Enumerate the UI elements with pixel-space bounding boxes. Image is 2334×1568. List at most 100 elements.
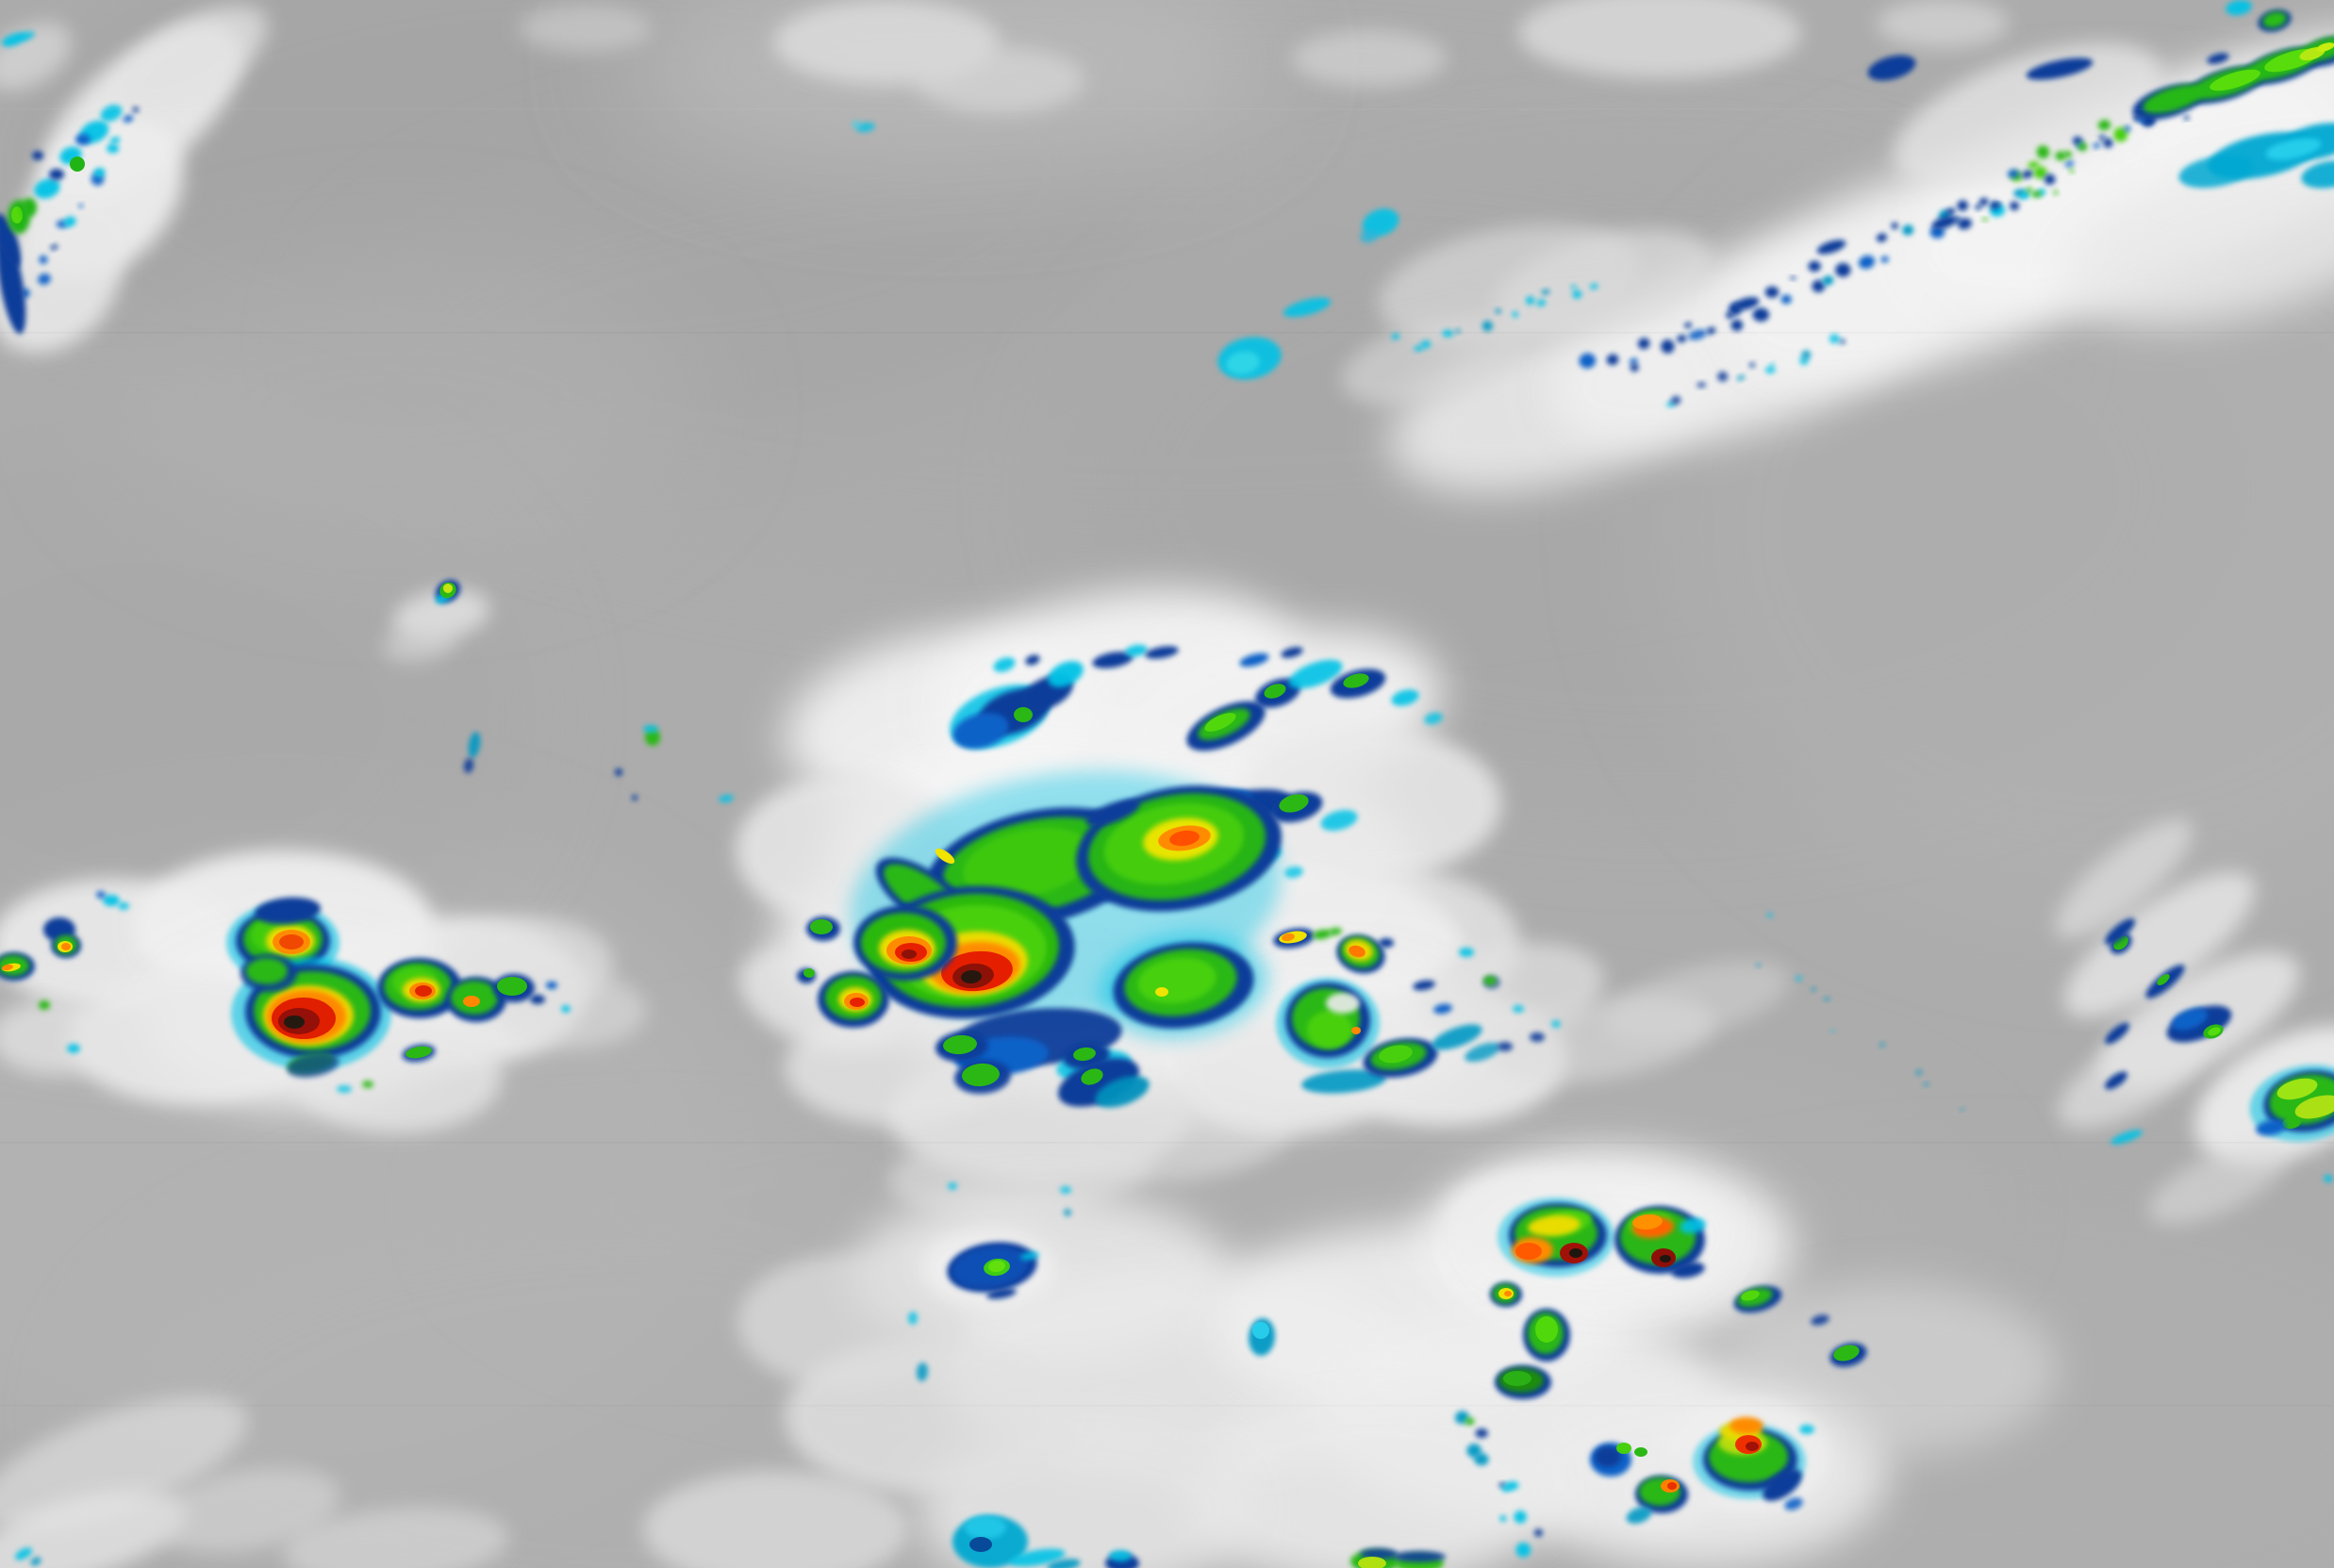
convective-cell: [2157, 974, 2170, 985]
convective-cell: [1413, 980, 1435, 991]
convective-cell: [2226, 0, 2252, 16]
convective-cell: [1733, 297, 1760, 310]
convective-cell: [916, 1362, 929, 1381]
speckle: [1512, 311, 1519, 318]
speckle: [1923, 1081, 1929, 1087]
speckle: [1677, 335, 1687, 343]
speckle: [1830, 1029, 1835, 1033]
convective-cell: [284, 1015, 305, 1029]
convective-cell: [61, 943, 71, 950]
speckle: [1482, 321, 1493, 332]
convective-cell: [100, 105, 123, 122]
convective-cell: [546, 982, 557, 989]
convective-cell: [1632, 1213, 1663, 1230]
speckle: [2055, 151, 2066, 161]
speckle: [2010, 201, 2020, 211]
convective-cell: [362, 1081, 373, 1088]
convective-cell: [852, 121, 861, 128]
cloud-puff: [382, 623, 457, 663]
cloud-puff: [2148, 1142, 2288, 1225]
convective-cell: [2265, 138, 2322, 160]
speckle: [2124, 125, 2131, 132]
convective-cell: [443, 584, 453, 593]
convective-cell: [1145, 646, 1179, 659]
convective-cell: [1329, 927, 1342, 936]
speckle: [1801, 350, 1812, 360]
cloud-puff: [0, 1490, 188, 1568]
convective-cell: [255, 897, 321, 925]
convective-cell: [1667, 1482, 1677, 1490]
speckle: [2069, 168, 2075, 173]
convective-cell: [2276, 1078, 2318, 1100]
speckle: [1442, 329, 1454, 338]
convective-cell: [1343, 673, 1369, 688]
cloud-puff: [519, 5, 651, 52]
convective-cell: [1349, 945, 1366, 958]
convective-cell: [902, 949, 917, 959]
speckle: [1822, 275, 1834, 286]
speckle: [1957, 200, 1969, 211]
convective-cell: [1660, 1255, 1671, 1263]
speckle: [1880, 256, 1889, 263]
seam-layer: [0, 108, 2334, 110]
convective-cell: [287, 1053, 339, 1078]
convective-cell: [1264, 684, 1286, 699]
speckle: [1475, 1428, 1488, 1439]
convective-cell: [463, 758, 474, 773]
convective-cell: [22, 198, 37, 217]
cloud-puff: [643, 1471, 907, 1568]
convective-cell: [30, 1557, 41, 1566]
convective-cell: [103, 895, 120, 906]
convective-cell: [2210, 69, 2260, 91]
convective-cell: [1239, 652, 1269, 668]
convective-cell: [1763, 1469, 1802, 1501]
speckle: [1495, 308, 1501, 314]
convective-cell: [643, 725, 658, 733]
speckle: [1929, 226, 1945, 239]
convective-cell: [856, 122, 875, 133]
cloud-puff: [2058, 1025, 2209, 1129]
convective-cell: [2294, 1095, 2334, 1119]
speckle: [1661, 339, 1675, 354]
convective-cell: [986, 1288, 1017, 1299]
speckle: [2077, 142, 2088, 152]
convective-cell: [1283, 297, 1332, 318]
speckle: [2026, 187, 2032, 193]
convective-cell: [1379, 938, 1394, 948]
convective-cell: [1064, 1209, 1071, 1216]
convective-cell: [1014, 707, 1033, 722]
convective-cell: [1432, 1024, 1482, 1050]
speckle: [1915, 1069, 1923, 1076]
convective-cell: [1025, 654, 1040, 666]
speckle: [1579, 353, 1597, 369]
convective-cell: [279, 934, 304, 949]
cloud-puff: [1893, 42, 2162, 188]
speckle: [1795, 975, 1803, 982]
speckle: [78, 204, 84, 208]
convective-cell: [803, 968, 815, 978]
speckle: [1706, 326, 1716, 335]
speckle: [1499, 1514, 1507, 1522]
convective-cell: [1741, 1290, 1760, 1301]
convective-cell: [1811, 1314, 1829, 1326]
speckle: [1770, 362, 1775, 366]
speckle: [1995, 202, 2002, 206]
convective-cell: [2207, 53, 2229, 64]
speckle: [1752, 307, 1770, 322]
speckle: [1391, 333, 1400, 340]
speckle: [1829, 334, 1840, 344]
speckle: [2093, 142, 2100, 149]
convective-cell: [1047, 1559, 1081, 1568]
speckle: [1571, 284, 1577, 289]
speckle: [1515, 1543, 1531, 1558]
cloud-puff: [0, 999, 123, 1075]
convective-cell: [1301, 1069, 1386, 1094]
convective-cell: [1569, 1248, 1582, 1258]
cloud-puff: [1237, 728, 1501, 879]
convective-cell: [1282, 933, 1295, 942]
convective-cell: [1515, 1243, 1542, 1260]
convective-cell: [1634, 1447, 1647, 1457]
speckle: [2064, 160, 2075, 167]
